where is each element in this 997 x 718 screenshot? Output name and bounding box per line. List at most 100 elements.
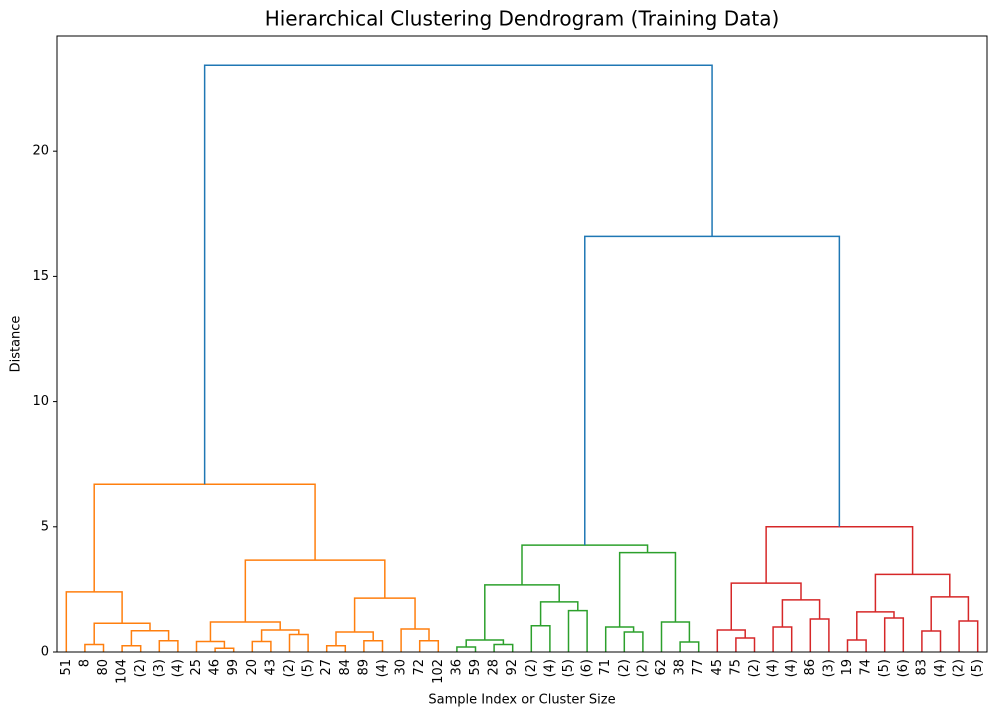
- x-tick-label: 38: [673, 659, 688, 676]
- y-tick-label: 20: [32, 144, 49, 159]
- x-tick-label: 20: [245, 659, 260, 676]
- y-tick-label: 5: [41, 519, 49, 534]
- dendrogram-link: [584, 235, 841, 546]
- dendrogram-link: [209, 621, 281, 642]
- x-tick-label: (2): [524, 659, 539, 677]
- x-tick-label: 72: [412, 659, 427, 676]
- dendrogram-link: [883, 617, 905, 652]
- dendrogram-link: [958, 620, 979, 652]
- x-tick-label: 28: [487, 659, 502, 676]
- x-tick-label: (4): [542, 659, 557, 677]
- x-tick-label: (4): [933, 659, 948, 677]
- dendrogram-link: [735, 637, 756, 652]
- dendrogram-link: [493, 643, 514, 652]
- x-tick-label: (4): [784, 659, 799, 677]
- x-tick-label: 71: [598, 659, 613, 676]
- x-tick-label: 80: [96, 659, 111, 676]
- dendrogram-link: [604, 626, 635, 652]
- dendrogram-link: [618, 551, 677, 627]
- x-tick-label: 77: [691, 659, 706, 676]
- dendrogram-link: [335, 631, 374, 646]
- dendrogram-link: [539, 601, 579, 626]
- x-tick-label: (2): [617, 659, 632, 677]
- x-tick-label: (4): [170, 659, 185, 677]
- x-tick-label: 19: [840, 659, 855, 676]
- dendrogram-link: [567, 609, 588, 652]
- dendrogram-link: [874, 573, 951, 612]
- x-tick-label: 30: [394, 659, 409, 676]
- x-tick-label: (4): [375, 659, 390, 677]
- x-tick-label: 89: [356, 659, 371, 676]
- dendrogram-link: [84, 643, 105, 652]
- x-tick-label: 46: [208, 659, 223, 676]
- x-tick-label: 74: [859, 659, 874, 676]
- x-tick-label: 51: [59, 659, 74, 676]
- x-tick-label: (4): [766, 659, 781, 677]
- dendrogram-link: [325, 644, 347, 652]
- dendrogram-link: [730, 582, 802, 630]
- y-tick-label: 15: [32, 269, 49, 284]
- y-axis-label: Distance: [9, 316, 24, 373]
- chart-title: Hierarchical Clustering Dendrogram (Trai…: [265, 7, 780, 31]
- x-tick-label: (6): [580, 659, 595, 677]
- dendrogram-link: [260, 629, 300, 642]
- dendrogram-link: [846, 639, 867, 652]
- dendrogram-link: [214, 647, 235, 652]
- dendrogram-link: [244, 559, 386, 622]
- x-tick-label: 104: [115, 659, 130, 684]
- dendrogram-link: [930, 596, 970, 631]
- dendrogram-link: [809, 618, 830, 652]
- dendrogram-link: [781, 599, 821, 627]
- dendrogram-link: [93, 483, 316, 592]
- x-tick-label: 36: [449, 659, 464, 676]
- x-tick-label: (2): [747, 659, 762, 677]
- dendrogram-link: [765, 526, 914, 584]
- x-tick-label: 84: [338, 659, 353, 676]
- x-tick-label: (2): [133, 659, 148, 677]
- x-tick-label: (5): [301, 659, 316, 677]
- dendrogram-link: [716, 629, 746, 652]
- x-tick-label: (3): [152, 659, 167, 677]
- dendrogram-link: [530, 624, 551, 652]
- x-tick-label: (5): [561, 659, 576, 677]
- dendrogram-link: [418, 639, 440, 652]
- x-tick-label: 27: [319, 659, 334, 676]
- x-tick-label: 25: [189, 659, 204, 676]
- dendrogram-link: [456, 646, 477, 652]
- x-tick-label: 92: [505, 659, 520, 676]
- dendrogram-link: [400, 628, 430, 652]
- x-tick-label: (5): [970, 659, 985, 677]
- x-tick-label: 59: [468, 659, 483, 676]
- dendrogram-link: [158, 639, 179, 652]
- y-tick-label: 10: [32, 394, 49, 409]
- x-tick-label: (3): [821, 659, 836, 677]
- x-tick-label: 99: [226, 659, 241, 676]
- x-tick-label: (2): [282, 659, 297, 677]
- y-tick-label: 0: [41, 645, 49, 660]
- x-tick-label: 75: [728, 659, 743, 676]
- x-tick-label: 43: [263, 659, 278, 676]
- dendrogram-link: [679, 641, 700, 652]
- dendrogram-link: [251, 640, 272, 652]
- plot-frame: [56, 35, 988, 653]
- x-axis-label: Sample Index or Cluster Size: [428, 693, 615, 708]
- x-tick-label: (2): [952, 659, 967, 677]
- dendrogram-link: [195, 640, 226, 652]
- dendrogram-link: [130, 629, 170, 646]
- x-tick-label: (2): [635, 659, 650, 677]
- dendrogram-link: [856, 611, 895, 640]
- dendrogram-link: [623, 631, 644, 652]
- dendrogram-link: [203, 64, 713, 485]
- dendrogram-link: [93, 622, 151, 645]
- dendrogram-link: [288, 633, 309, 652]
- dendrogram-link: [484, 584, 560, 640]
- dendrogram-link: [465, 639, 505, 647]
- x-tick-label: (6): [896, 659, 911, 677]
- dendrogram-link: [772, 626, 793, 652]
- x-tick-label: (5): [877, 659, 892, 677]
- x-tick-label: 8: [77, 659, 92, 667]
- dendrogram-link: [353, 597, 416, 632]
- dendrogram-link: [363, 639, 384, 652]
- x-tick-label: 45: [710, 659, 725, 676]
